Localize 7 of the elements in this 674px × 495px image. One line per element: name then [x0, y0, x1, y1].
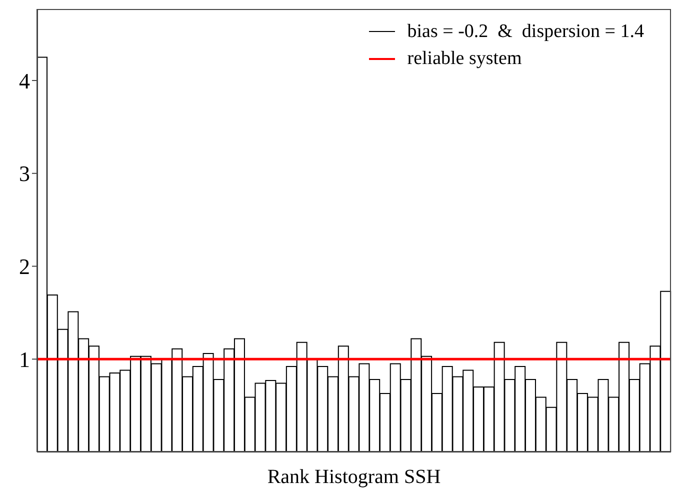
y-tick-label: 3 — [19, 161, 30, 186]
y-tick-label: 1 — [19, 346, 30, 372]
legend-label: reliable system — [407, 48, 522, 70]
y-tick-label: 4 — [19, 68, 30, 94]
legend-label: bias = -0.2 & dispersion = 1.4 — [407, 20, 644, 42]
y-tick-label: 2 — [19, 254, 30, 280]
x-axis-title: Rank Histogram SSH — [267, 466, 441, 488]
